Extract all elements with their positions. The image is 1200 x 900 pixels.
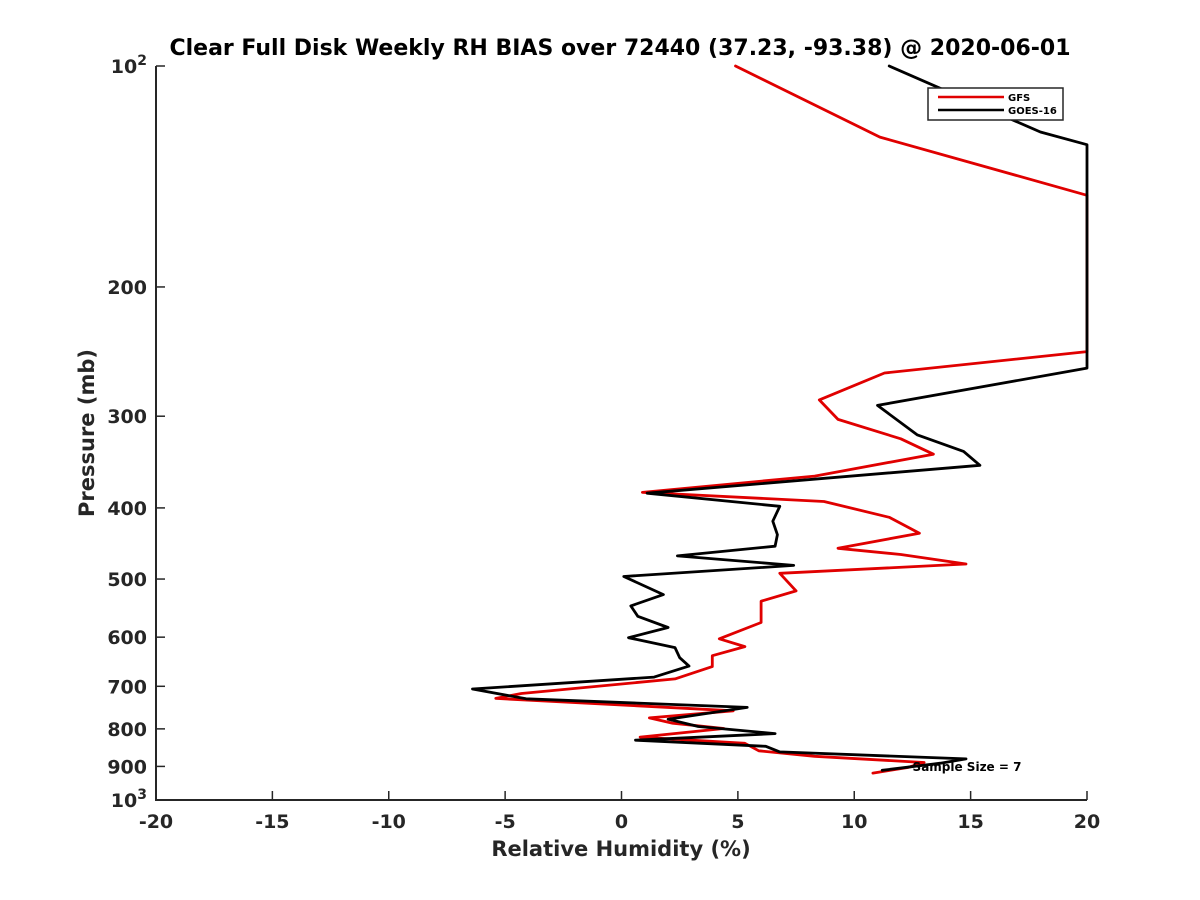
x-tick-label: -20 <box>139 811 173 833</box>
series-layer <box>471 64 1089 775</box>
y-tick-label: 500 <box>107 569 147 591</box>
x-tick-label: 5 <box>731 811 744 833</box>
x-axis-label: Relative Humidity (%) <box>491 837 750 861</box>
series-line-goes16 <box>471 64 1089 772</box>
x-tick-label: 15 <box>957 811 983 833</box>
y-axis-label: Pressure (mb) <box>75 349 99 517</box>
x-tick-label: -15 <box>255 811 289 833</box>
x-tick-label: 10 <box>841 811 867 833</box>
y-tick-label: 300 <box>107 406 147 428</box>
chart-title: Clear Full Disk Weekly RH BIAS over 7244… <box>169 36 1070 61</box>
y-tick-label: 700 <box>107 676 147 698</box>
y-tick-label: 900 <box>107 756 147 778</box>
x-tick-label: -5 <box>495 811 516 833</box>
y-tick-label: 600 <box>107 627 147 649</box>
tick-layer: -20 -15 -10 -5 0 5 10 15 20 102 200 300 400 500 600 700… <box>107 53 1100 833</box>
sample-size-annotation: Sample Size = 7 <box>913 760 1022 774</box>
y-tick-label: 400 <box>107 498 147 520</box>
x-tick-label: 0 <box>615 811 628 833</box>
legend: GFS GOES-16 <box>927 87 1064 121</box>
x-tick-label: 20 <box>1074 811 1100 833</box>
y-tick-label: 200 <box>107 277 147 299</box>
y-tick-label: 102 <box>111 53 147 78</box>
x-tick-label: -10 <box>372 811 406 833</box>
legend-label-gfs: GFS <box>1008 93 1030 104</box>
series-line-gfs <box>494 64 1089 775</box>
legend-box <box>927 87 1064 121</box>
y-tick-label: 800 <box>107 719 147 741</box>
y-tick-label: 103 <box>111 787 147 812</box>
legend-label-goes16: GOES-16 <box>1008 106 1057 117</box>
